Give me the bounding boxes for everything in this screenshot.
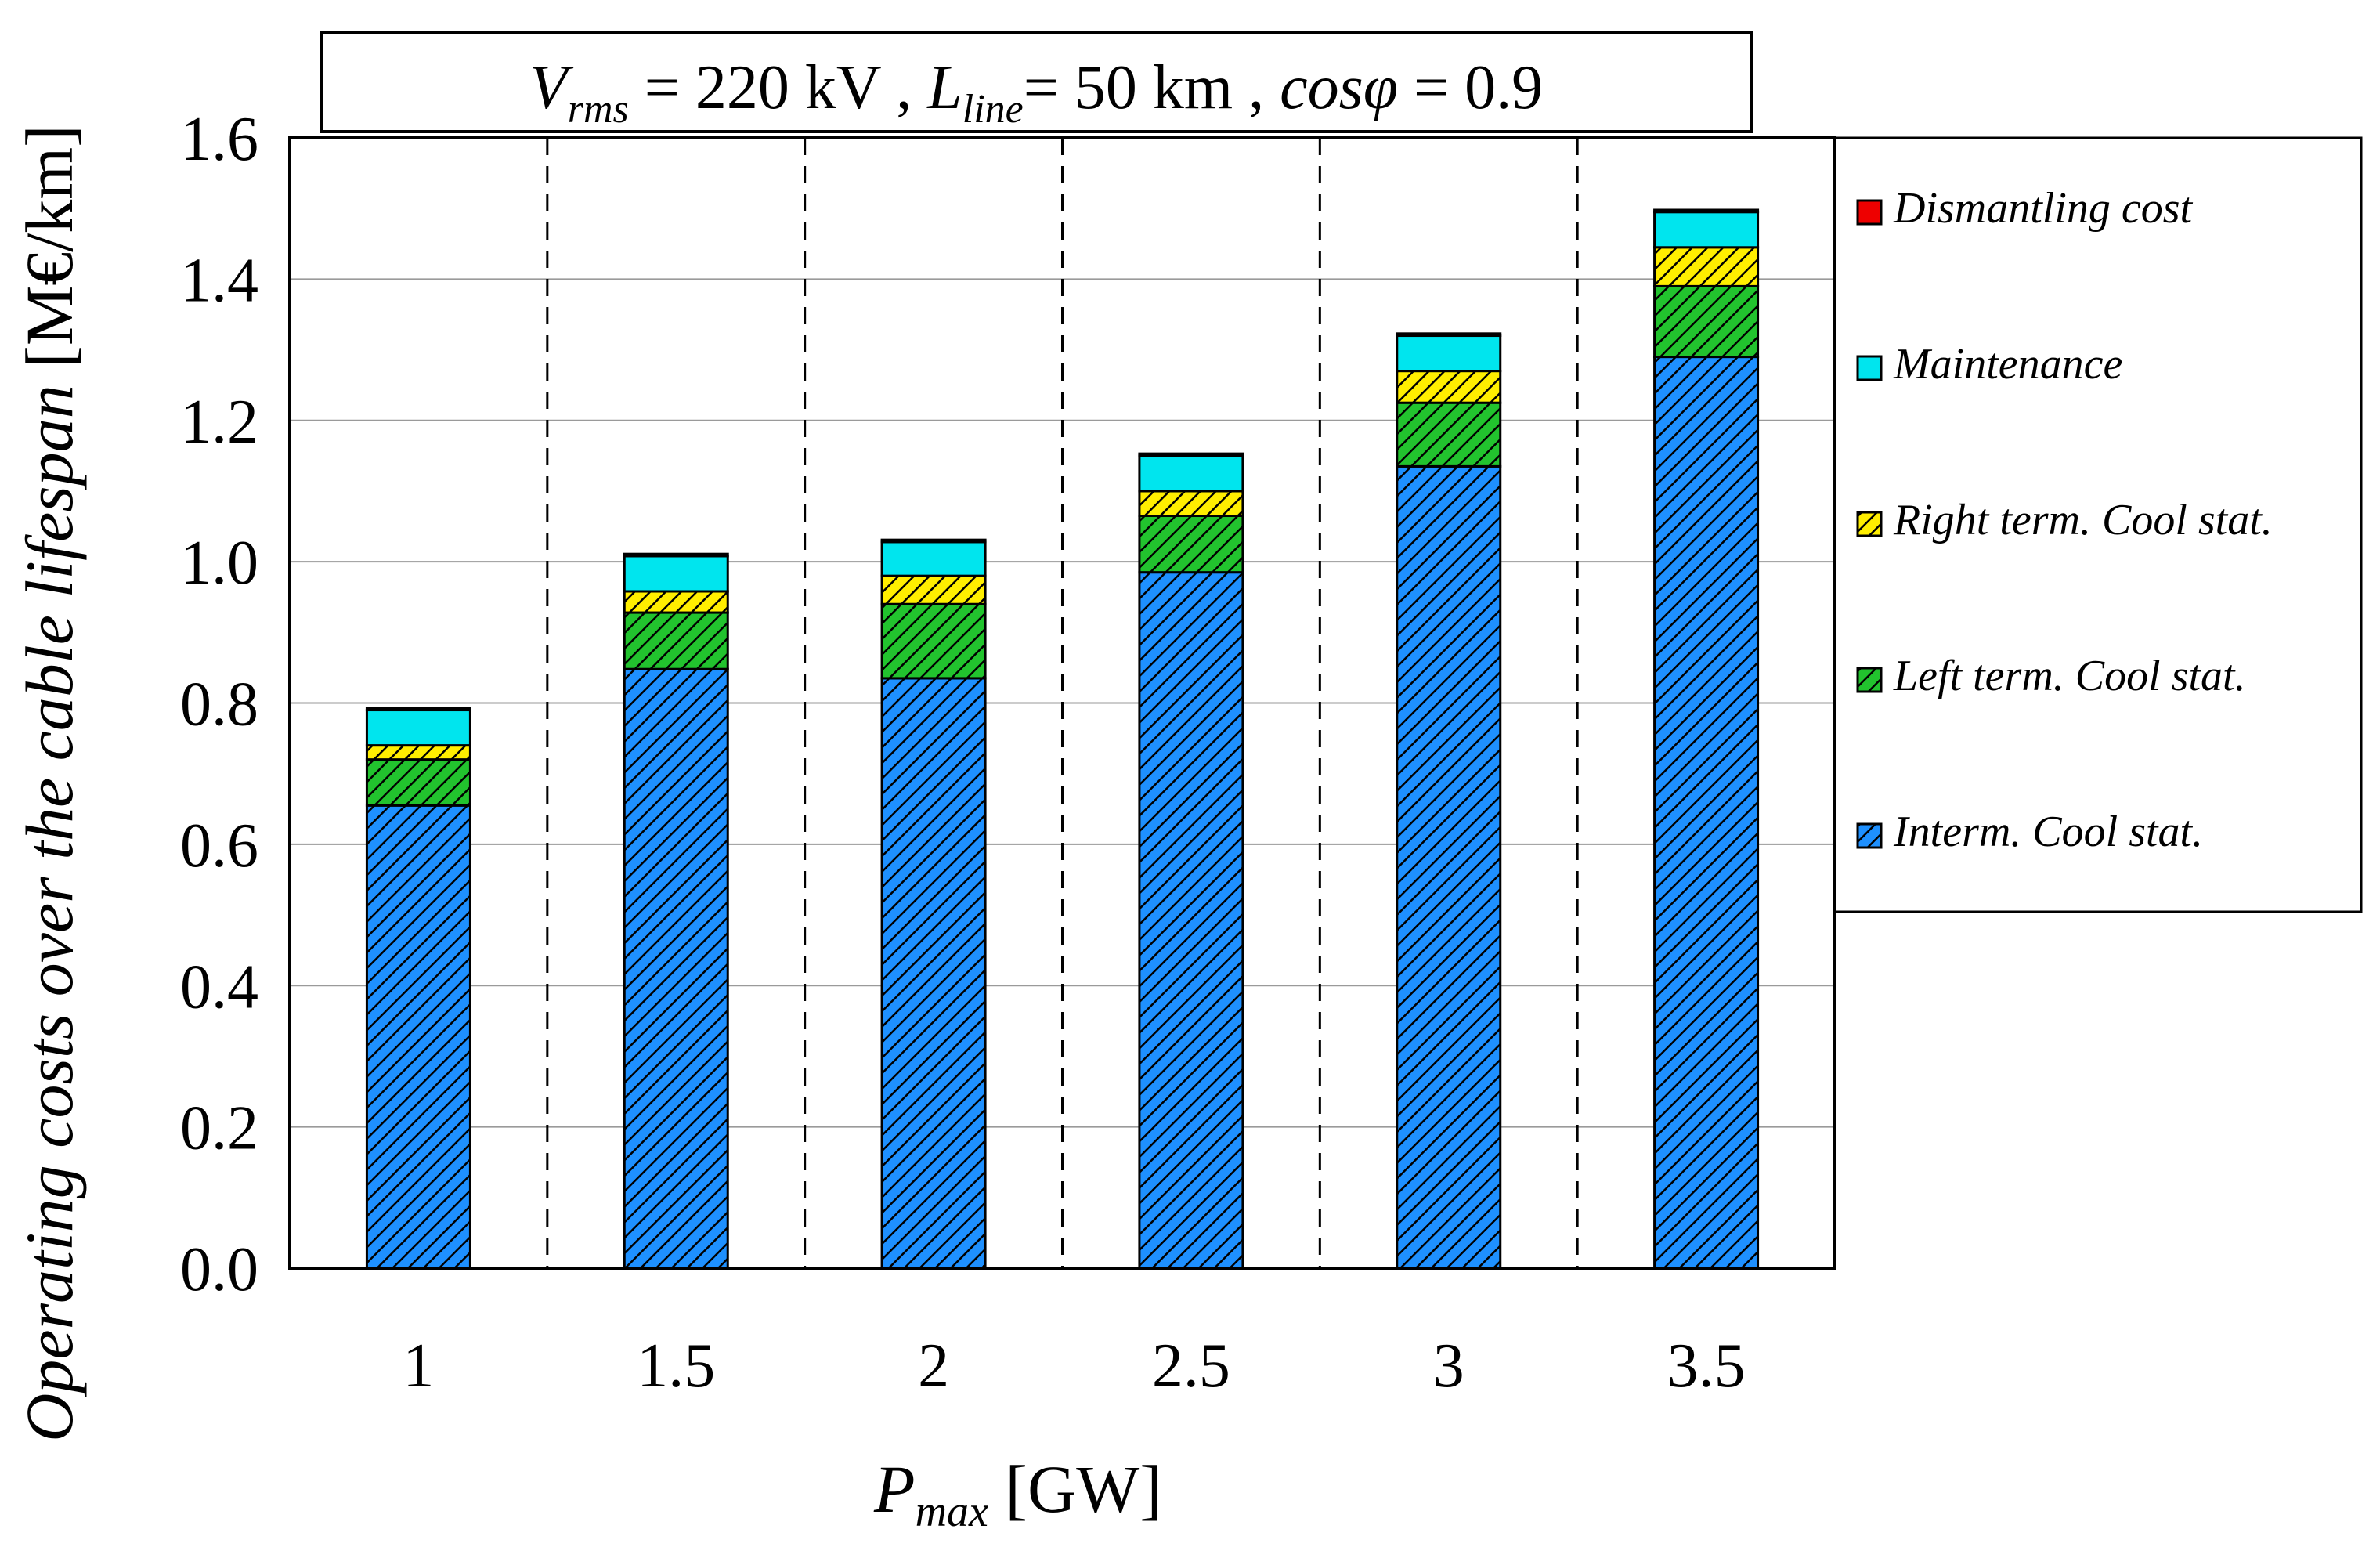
bar-segment-outline	[365, 707, 471, 712]
legend-swatch	[1858, 201, 1881, 224]
bar-stack	[880, 538, 987, 1270]
y-tick-label: 0.0	[180, 1235, 258, 1304]
bar-segment-outline	[1138, 452, 1244, 457]
x-tick-label: 2	[918, 1332, 949, 1401]
bar-segment	[367, 710, 471, 746]
legend-item: Interm. Cool stat.	[1856, 808, 2203, 856]
legend-swatch-hatch	[1858, 512, 1881, 536]
title-v-sub: rms	[568, 87, 629, 132]
bar-stack	[1396, 332, 1502, 1270]
title-v-value: = 220 kV ,	[629, 53, 927, 122]
y-tick-label: 0.8	[180, 670, 258, 739]
title-cos-symbol: cosφ	[1280, 53, 1398, 122]
x-axis-title: Pmax [GW]	[873, 1451, 1162, 1536]
title-text: Vrms = 220 kV , Lline= 50 km , cosφ = 0.…	[529, 53, 1543, 132]
y-tick-label: 0.2	[180, 1094, 258, 1163]
y-axis-title-unit: [M€/km]	[12, 125, 87, 385]
y-tick-label: 1.4	[180, 246, 258, 315]
y-tick-label: 1.2	[180, 388, 258, 457]
y-tick-label: 0.6	[180, 811, 258, 880]
x-tick-label: 3.5	[1667, 1332, 1746, 1401]
bar-segment-outline	[623, 552, 729, 558]
bar-segment-hatch	[1654, 356, 1758, 1268]
bar-segment-hatch	[1396, 370, 1501, 403]
bar-segment-hatch	[367, 745, 471, 760]
title-l-sub: line	[962, 87, 1024, 132]
x-axis-title-sub: max	[916, 1487, 988, 1536]
legend-swatch-outline	[1856, 511, 1883, 537]
bar-segment-hatch	[1139, 515, 1243, 573]
y-axis-title-label: Operating costs over the cable lifespan	[12, 385, 87, 1441]
bar-segment-hatch	[367, 759, 471, 806]
legend-item: Left term. Cool stat.	[1856, 652, 2246, 700]
bar-stack	[1653, 208, 1760, 1270]
y-tick-label: 1.0	[180, 529, 258, 598]
title-v-symbol: V	[529, 53, 574, 122]
x-tick-label: 2.5	[1152, 1332, 1230, 1401]
bar-segment-hatch	[882, 604, 986, 678]
bar-segment-outline	[880, 538, 987, 544]
legend-label: Dismantling cost	[1893, 184, 2194, 233]
y-axis-title: Operating costs over the cable lifespan …	[12, 125, 87, 1442]
y-axis-ticks: 0.0 0.2 0.4 0.6 0.8 1.0 1.2 1.4 1.6	[180, 105, 258, 1304]
bar-segment	[1396, 335, 1501, 371]
legend: Dismantling cost Maintenance Right term. C…	[1833, 136, 2363, 913]
bar-segment-hatch	[882, 576, 986, 605]
chart-title: Vrms = 220 kV , Lline= 50 km , cosφ = 0.…	[320, 31, 1753, 133]
legend-swatch-outline	[1856, 355, 1883, 381]
y-tick-label: 0.4	[180, 952, 258, 1021]
x-axis-ticks: 1 1.5 2 2.5 3 3.5	[403, 1332, 1745, 1401]
bar-segment-hatch	[1654, 286, 1758, 357]
legend-swatch-outline	[1856, 822, 1883, 849]
title-cos-value: = 0.9	[1398, 53, 1543, 122]
bar-stack	[623, 552, 729, 1270]
legend-swatch-outline	[1856, 199, 1883, 226]
title-l-value: = 50 km ,	[1024, 53, 1280, 122]
bar-segment-hatch	[1654, 247, 1758, 287]
bar-stack	[365, 707, 471, 1270]
bar-segment	[624, 555, 728, 592]
title-box	[320, 31, 1753, 133]
bar-segment	[1139, 455, 1243, 491]
legend-swatch	[1858, 356, 1881, 380]
bar-segment-hatch	[624, 669, 728, 1268]
bar-segment-hatch	[624, 591, 728, 613]
bar-segment-hatch	[882, 678, 986, 1268]
bar-stack	[1138, 452, 1244, 1270]
legend-swatch-hatch	[1858, 668, 1881, 692]
bar-segment-outline	[1653, 208, 1760, 214]
y-tick-label: 1.6	[180, 105, 258, 174]
legend-item: Maintenance	[1856, 340, 2122, 389]
legend-label: Interm. Cool stat.	[1893, 808, 2203, 856]
legend-label: Maintenance	[1893, 340, 2122, 389]
bars	[365, 208, 1760, 1270]
legend-item: Right term. Cool stat.	[1856, 496, 2273, 544]
legend-box	[1833, 136, 2363, 913]
legend-item: Dismantling cost	[1856, 184, 2194, 233]
bar-segment-hatch	[1139, 572, 1243, 1268]
bar-segment	[882, 541, 986, 577]
legend-label: Right term. Cool stat.	[1893, 496, 2273, 544]
legend-swatch-outline	[1856, 667, 1883, 693]
title-l-symbol: L	[926, 53, 962, 122]
bar-segment-hatch	[624, 613, 728, 670]
category-separators	[546, 138, 1579, 1268]
bar-segment	[1654, 211, 1758, 248]
bar-segment-outline	[1396, 332, 1502, 338]
bar-segment-hatch	[367, 805, 471, 1268]
bar-segment-hatch	[1139, 490, 1243, 516]
x-tick-label: 1	[403, 1332, 434, 1401]
bar-segment-hatch	[1396, 466, 1501, 1268]
legend-label: Left term. Cool stat.	[1893, 652, 2246, 700]
x-tick-label: 1.5	[637, 1332, 715, 1401]
legend-swatch-hatch	[1858, 824, 1881, 848]
x-axis-title-symbol: P	[873, 1451, 916, 1527]
x-axis-title-unit: [GW]	[988, 1451, 1162, 1527]
bar-segment-hatch	[1396, 403, 1501, 467]
x-tick-label: 3	[1433, 1332, 1464, 1401]
